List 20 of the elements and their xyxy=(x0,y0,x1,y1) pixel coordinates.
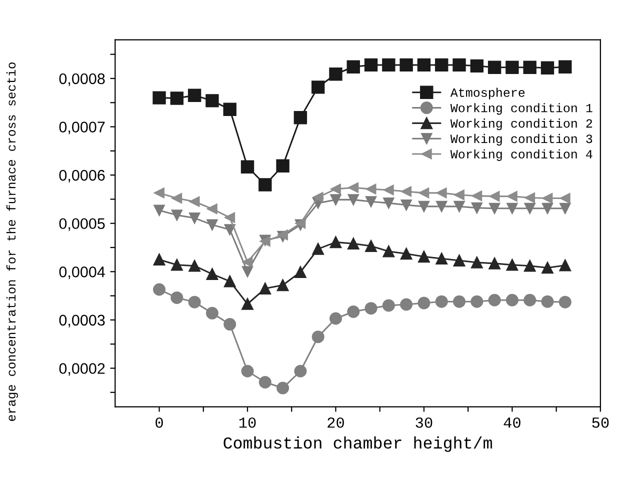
legend-label: Working condition 1 xyxy=(450,103,592,115)
legend-label: Working condition 2 xyxy=(450,118,592,130)
y-tick-label: 0,0008 xyxy=(59,73,105,86)
legend-label: Working condition 3 xyxy=(450,134,592,146)
x-tick-label: 40 xyxy=(504,417,520,428)
legend-label: Working condition 4 xyxy=(450,149,592,161)
legend-label: Atmosphere xyxy=(450,88,525,100)
x-tick-label: 20 xyxy=(328,417,344,428)
y-tick-label: 0,0004 xyxy=(59,266,105,280)
x-tick-label: 0 xyxy=(156,417,163,428)
y-axis-title: erage concentration for the furnace cross sectio xyxy=(6,62,18,421)
y-tick-label: 0,0002 xyxy=(59,363,105,376)
x-tick-label: 30 xyxy=(416,417,432,428)
x-axis-title: Combustion chamber height/m xyxy=(224,436,492,452)
x-tick-label: 50 xyxy=(592,417,609,428)
y-tick-label: 0,0006 xyxy=(59,170,105,183)
x-tick-label: 10 xyxy=(239,417,256,428)
y-tick-label: 0,0005 xyxy=(59,218,105,231)
y-tick-label: 0,0003 xyxy=(59,314,105,328)
y-tick-label: 0,0007 xyxy=(59,122,105,134)
